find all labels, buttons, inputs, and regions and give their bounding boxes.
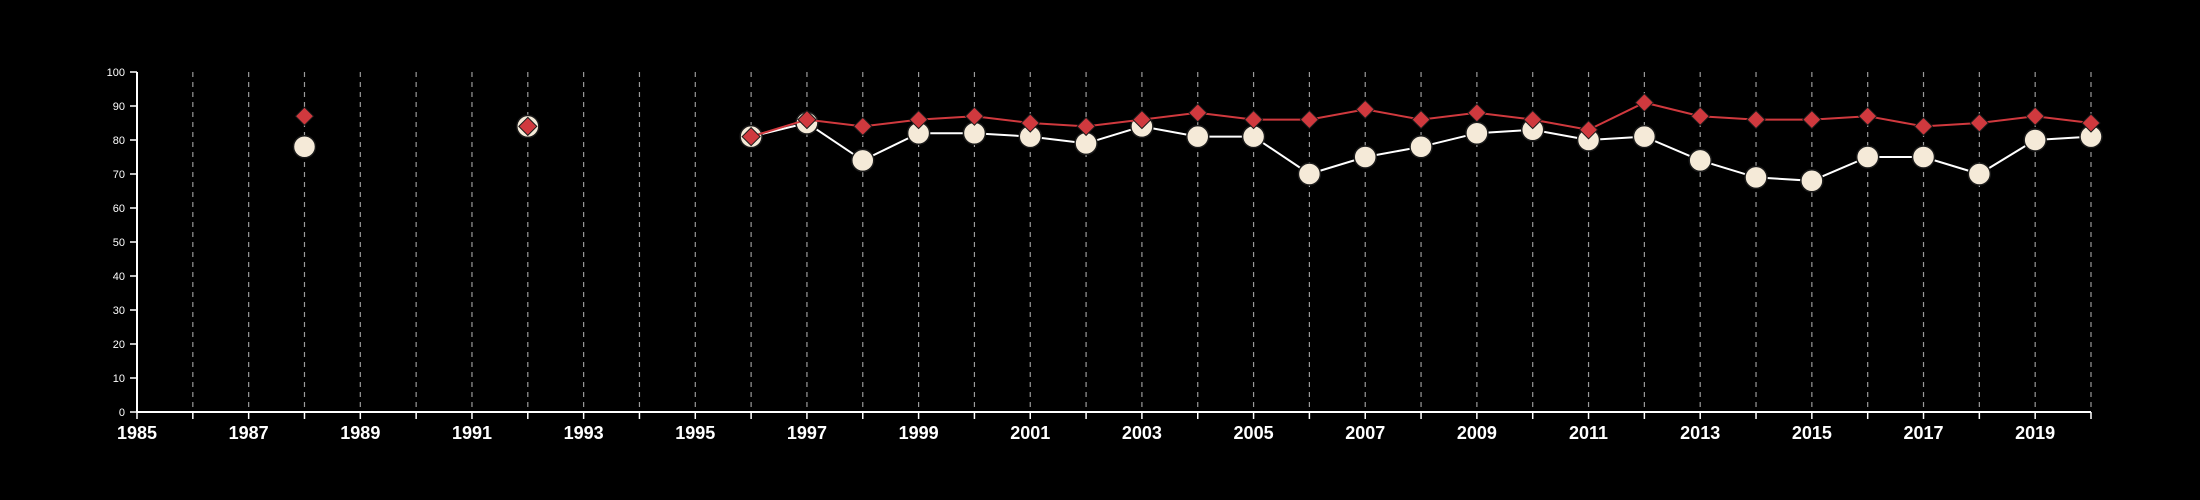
data-point: [964, 106, 985, 126]
x-tick-label: 1989: [340, 423, 380, 443]
data-point: [1409, 135, 1433, 159]
data-point: [797, 109, 817, 130]
x-tick-label: 2011: [1569, 423, 1608, 443]
data-point: [1185, 124, 1210, 149]
data-point: [1911, 145, 1936, 169]
series-layer: [292, 92, 2103, 193]
x-tick-label: 1991: [452, 423, 492, 443]
x-tick-label: 1993: [564, 423, 604, 443]
y-tick-label: 40: [113, 271, 125, 283]
y-tick-label: 30: [113, 305, 125, 317]
x-tick-label: 2009: [1457, 423, 1497, 443]
data-point: [853, 116, 873, 137]
y-tick-label: 70: [113, 169, 125, 181]
x-tick-label: 2013: [1680, 423, 1720, 443]
x-tick-label: 2017: [1903, 423, 1943, 443]
data-point: [1467, 103, 1487, 123]
data-point: [1800, 169, 1824, 193]
x-tick-label: 2007: [1345, 423, 1385, 443]
y-tick-label: 0: [119, 407, 125, 419]
x-tick-label: 1999: [899, 423, 939, 443]
series-1: [292, 111, 2103, 193]
y-tick-label: 80: [113, 135, 125, 147]
x-tick-label: 2003: [1122, 423, 1162, 443]
data-point: [1969, 113, 1990, 133]
data-point: [1188, 103, 1208, 123]
x-tick-label: 1985: [117, 423, 157, 443]
x-tick-label: 1995: [675, 423, 715, 443]
data-point: [292, 135, 317, 159]
data-point: [1634, 92, 1655, 113]
data-point: [1299, 109, 1320, 130]
x-tick-label: 2001: [1010, 423, 1050, 443]
data-point: [1297, 162, 1322, 186]
axis-layer: 0 10 20 30 40 50 60 70 80 90 100 1985 1987 1989 1991 19…: [107, 67, 2092, 443]
data-point: [2081, 113, 2101, 133]
y-tick-label: 90: [113, 101, 125, 113]
data-point: [1020, 113, 1040, 133]
data-point: [1913, 116, 1934, 137]
x-tick-label: 2005: [1234, 423, 1274, 443]
data-point: [1855, 145, 1880, 169]
data-point: [1690, 106, 1710, 126]
data-point: [1243, 109, 1264, 130]
y-tick-label: 100: [107, 67, 125, 79]
data-point: [2025, 106, 2045, 126]
data-point: [1355, 99, 1375, 120]
x-tick-label: 1997: [787, 423, 827, 443]
data-point: [1132, 109, 1152, 130]
data-point: [1746, 109, 1766, 130]
y-tick-label: 10: [113, 373, 125, 385]
data-point: [1465, 121, 1489, 145]
data-point: [1632, 124, 1657, 149]
data-point: [908, 109, 929, 130]
data-point: [518, 116, 538, 137]
y-tick-label: 60: [113, 203, 125, 215]
x-tick-label: 2019: [2015, 423, 2055, 443]
data-point: [1857, 106, 1878, 126]
data-point: [2023, 128, 2047, 152]
data-point: [1802, 109, 1822, 130]
data-point: [1353, 145, 1377, 169]
data-point: [1411, 109, 1431, 130]
data-point: [1744, 165, 1768, 190]
y-tick-label: 20: [113, 339, 125, 351]
data-point: [1076, 116, 1096, 137]
data-point: [1967, 162, 1992, 186]
data-point: [1578, 120, 1599, 140]
data-point: [741, 126, 761, 147]
data-point: [1523, 109, 1543, 130]
x-tick-label: 1987: [229, 423, 269, 443]
data-point: [851, 148, 875, 173]
data-point: [294, 106, 315, 126]
x-tick-label: 2015: [1792, 423, 1832, 443]
y-tick-label: 50: [113, 237, 125, 249]
series-2: [294, 92, 2101, 147]
data-point: [1688, 148, 1712, 173]
grid-layer: [192, 72, 2092, 412]
